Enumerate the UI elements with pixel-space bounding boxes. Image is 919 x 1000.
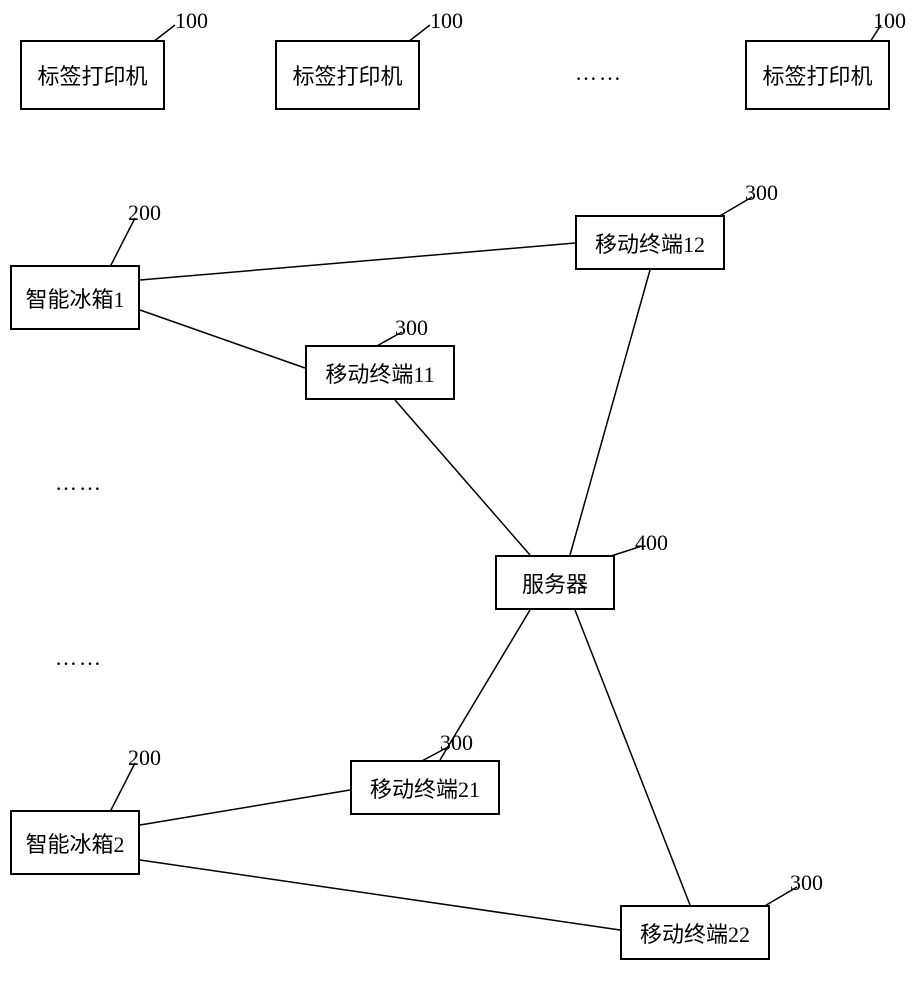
edge [140, 790, 350, 825]
node-mobile-terminal-11: 移动终端11 [305, 345, 455, 400]
node-label: 智能冰箱2 [25, 827, 124, 859]
node-label: 标签打印机 [292, 59, 402, 91]
edge [575, 610, 690, 905]
node-mobile-terminal-22: 移动终端22 [620, 905, 770, 960]
ref-label-printer-1: 100 [175, 8, 208, 34]
ref-label-fridge-2: 200 [128, 745, 161, 771]
node-label: 服务器 [522, 567, 588, 599]
ellipsis-left-2: …… [55, 645, 103, 671]
ref-label-fridge-1: 200 [128, 200, 161, 226]
edge [140, 243, 575, 280]
node-mobile-terminal-12: 移动终端12 [575, 215, 725, 270]
ref-label-mt11: 300 [395, 315, 428, 341]
edge [140, 310, 305, 368]
node-printer-1: 标签打印机 [20, 40, 165, 110]
ref-label-printer-2: 100 [430, 8, 463, 34]
node-label: 移动终端11 [325, 357, 434, 389]
edge [395, 400, 530, 555]
ref-label-mt21: 300 [440, 730, 473, 756]
edge [570, 270, 650, 555]
node-printer-2: 标签打印机 [275, 40, 420, 110]
edge [140, 860, 620, 930]
ref-label-server: 400 [635, 530, 668, 556]
node-mobile-terminal-21: 移动终端21 [350, 760, 500, 815]
node-smart-fridge-1: 智能冰箱1 [10, 265, 140, 330]
node-label: 移动终端12 [595, 227, 705, 259]
node-label: 智能冰箱1 [25, 282, 124, 314]
ref-label-mt22: 300 [790, 870, 823, 896]
node-label: 移动终端22 [640, 917, 750, 949]
node-label: 标签打印机 [37, 59, 147, 91]
node-label: 移动终端21 [370, 772, 480, 804]
diagram-canvas: 标签打印机 标签打印机 标签打印机 智能冰箱1 移动终端12 移动终端11 服务… [0, 0, 919, 1000]
ref-label-printer-3: 100 [873, 8, 906, 34]
node-smart-fridge-2: 智能冰箱2 [10, 810, 140, 875]
ellipsis-left-1: …… [55, 470, 103, 496]
node-printer-3: 标签打印机 [745, 40, 890, 110]
ref-label-mt12: 300 [745, 180, 778, 206]
ellipsis-printers: …… [575, 60, 623, 86]
node-label: 标签打印机 [762, 59, 872, 91]
node-server: 服务器 [495, 555, 615, 610]
